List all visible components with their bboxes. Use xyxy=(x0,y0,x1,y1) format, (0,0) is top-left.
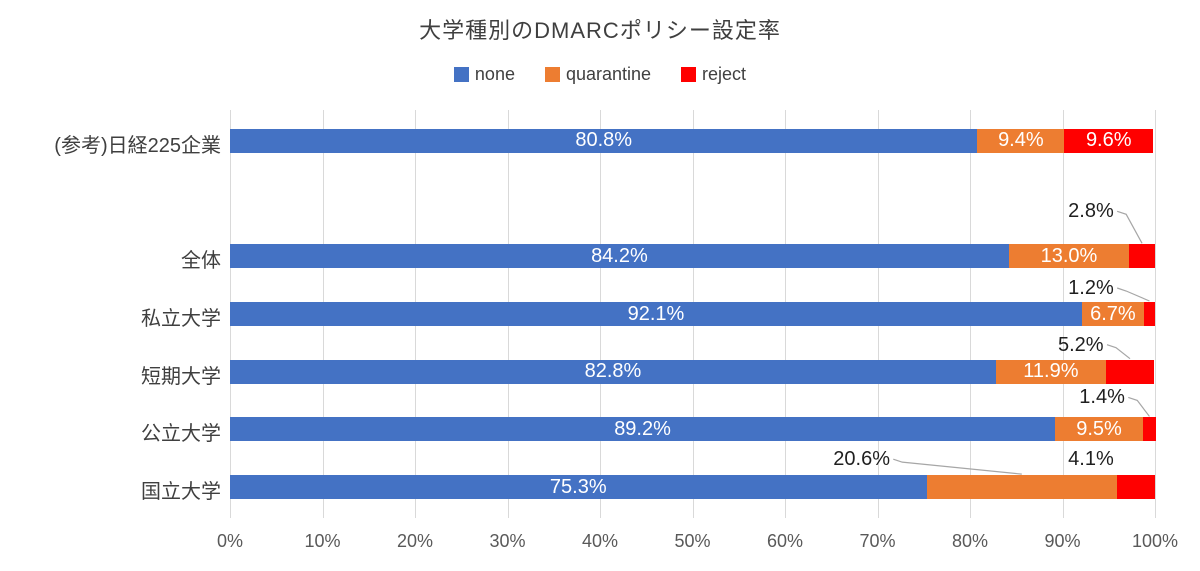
callout-label: 4.1% xyxy=(1068,448,1114,471)
bar-segment-none: 92.1% xyxy=(230,302,1082,326)
legend-item-quarantine: quarantine xyxy=(544,64,652,85)
bar-segment-reject xyxy=(1105,359,1155,384)
leader-line xyxy=(1128,396,1150,417)
leader-line xyxy=(893,458,1022,475)
legend-label-reject: reject xyxy=(702,64,747,84)
bar-segment-none: 75.3% xyxy=(230,475,927,500)
x-axis-tick-label: 0% xyxy=(216,531,243,551)
x-axis-tick-label: 20% xyxy=(396,531,434,551)
bar-segment-quarantine: 9.5% xyxy=(1055,417,1143,442)
x-axis-tick-label: 30% xyxy=(489,531,526,551)
bar-segment-quarantine xyxy=(926,475,1118,500)
callout-label: 5.2% xyxy=(1058,333,1104,356)
category-label: 全体 xyxy=(181,250,221,273)
bar-segment-none: 84.2% xyxy=(230,244,1009,269)
legend-item-none: none xyxy=(453,64,515,85)
bar-value-label: 13.0% xyxy=(1040,244,1098,267)
callout-label: 2.8% xyxy=(1068,200,1114,223)
x-axis-tick-label: 60% xyxy=(766,531,804,551)
bar-segment-quarantine: 11.9% xyxy=(995,359,1106,384)
bar-segment-quarantine: 6.7% xyxy=(1081,302,1144,326)
bar-value-label: 75.3% xyxy=(549,475,607,498)
category-label: (参考)日経225企業 xyxy=(54,134,221,157)
legend-item-reject: reject xyxy=(681,64,746,85)
callout-label: 20.6% xyxy=(833,448,890,471)
x-axis-tick-label: 40% xyxy=(581,531,619,551)
legend-swatch-none xyxy=(453,67,469,82)
callout-label: 1.2% xyxy=(1068,277,1114,299)
bar-value-label: 9.5% xyxy=(1076,417,1122,440)
category-label: 私立大学 xyxy=(141,308,221,330)
category-label: 短期大学 xyxy=(141,365,221,388)
bar-value-label: 80.8% xyxy=(575,129,633,152)
x-axis-tick-label: 50% xyxy=(674,531,711,551)
bar-value-label: 84.2% xyxy=(591,244,648,267)
bar-segment-reject xyxy=(1143,302,1155,326)
bar-segment-reject xyxy=(1117,475,1155,500)
legend-label-quarantine: quarantine xyxy=(565,64,652,84)
gridline xyxy=(1155,110,1156,518)
legend-label-none: none xyxy=(474,64,515,84)
x-axis-tick-label: 80% xyxy=(951,531,989,551)
bar-segment-none: 82.8% xyxy=(230,359,996,384)
category-label: 公立大学 xyxy=(141,423,221,446)
bar-segment-quarantine: 9.4% xyxy=(977,128,1065,153)
bar-segment-reject xyxy=(1129,244,1155,269)
legend-swatch-reject xyxy=(681,67,697,82)
bar-value-label: 9.4% xyxy=(998,129,1044,152)
bar-value-label: 9.6% xyxy=(1085,129,1132,152)
bar-segment-none: 89.2% xyxy=(230,417,1056,442)
callout-label: 1.4% xyxy=(1079,386,1125,409)
bar-value-label: 89.2% xyxy=(614,417,671,440)
bar-value-label: 82.8% xyxy=(584,360,642,383)
chart-legend: none quarantine reject xyxy=(0,64,1200,85)
leader-line xyxy=(1106,344,1131,360)
bar-value-label: 6.7% xyxy=(1090,302,1136,325)
bar-value-label: 92.1% xyxy=(627,302,685,325)
chart-title: 大学種別のDMARCポリシー設定率 xyxy=(419,18,781,43)
x-axis-tick-label: 70% xyxy=(859,531,896,551)
x-axis-tick-label: 100% xyxy=(1131,531,1179,551)
category-label: 国立大学 xyxy=(141,481,221,504)
bar-segment-reject xyxy=(1142,417,1156,442)
x-axis-tick-label: 10% xyxy=(304,531,341,551)
bar-segment-quarantine: 13.0% xyxy=(1008,244,1130,269)
leader-line xyxy=(1116,287,1150,302)
bar-value-label: 11.9% xyxy=(1023,360,1079,383)
legend-swatch-quarantine xyxy=(544,67,560,82)
bar-segment-reject: 9.6% xyxy=(1064,128,1154,153)
leader-line xyxy=(1116,210,1143,244)
bar-segment-none: 80.8% xyxy=(230,128,978,153)
x-axis-tick-label: 90% xyxy=(1044,531,1081,551)
